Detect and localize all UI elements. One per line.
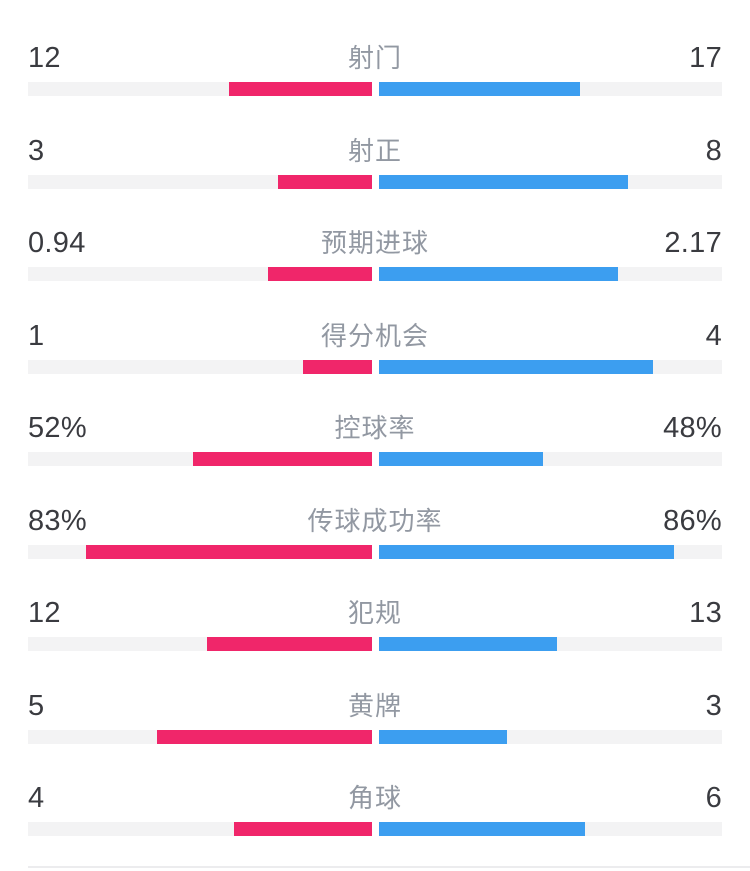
home-value: 52% (28, 412, 87, 444)
stat-bar-track (28, 267, 722, 281)
stat-row: 83% 传球成功率 86% (0, 483, 750, 576)
stat-row: 5 黄牌 3 (0, 668, 750, 761)
stat-row: 4 角球 6 (0, 760, 750, 853)
stat-row-header: 0.94 预期进球 2.17 (28, 228, 722, 258)
away-bar (378, 729, 508, 744)
stat-bar-track (28, 82, 722, 96)
home-value: 4 (28, 782, 45, 814)
away-bar (378, 267, 619, 281)
home-bar-track (28, 544, 372, 559)
stat-label: 预期进球 (321, 228, 430, 258)
stat-bar-track (28, 822, 722, 836)
stat-row: 3 射正 8 (0, 113, 750, 206)
away-bar (378, 359, 654, 374)
away-value: 13 (689, 597, 723, 629)
stat-row: 12 射门 17 (0, 20, 750, 113)
away-bar (378, 822, 585, 836)
away-bar-track (378, 174, 722, 189)
away-bar-track (378, 822, 722, 836)
away-value: 86% (663, 504, 723, 537)
away-bar-track (378, 359, 722, 374)
home-bar-track (28, 174, 372, 189)
home-bar-track (28, 822, 372, 836)
stat-bar-track (28, 174, 722, 189)
stat-bar-track (28, 452, 722, 466)
away-bar-track (378, 637, 722, 651)
stat-label: 得分机会 (321, 320, 430, 351)
stat-row-header: 1 得分机会 4 (28, 321, 722, 351)
home-value: 0.94 (28, 227, 86, 259)
home-bar-track (28, 637, 372, 651)
away-bar-track (378, 452, 722, 466)
away-value: 3 (705, 689, 723, 722)
stat-label: 控球率 (334, 413, 416, 443)
home-bar (302, 359, 372, 374)
home-value: 12 (28, 42, 61, 74)
stat-label: 传球成功率 (307, 505, 443, 536)
stat-row-header: 4 角球 6 (28, 783, 722, 813)
home-value: 1 (28, 319, 45, 352)
stat-row-header: 52% 控球率 48% (28, 413, 722, 443)
away-bar (378, 544, 674, 559)
away-value: 6 (705, 782, 723, 814)
away-bar-track (378, 82, 722, 96)
home-value: 12 (28, 597, 61, 629)
stat-rows-list: 12 射门 17 3 射正 8 0. (0, 20, 750, 853)
stat-row: 1 得分机会 4 (0, 298, 750, 391)
home-bar-track (28, 452, 372, 466)
away-bar-track (378, 267, 722, 281)
stat-label: 犯规 (348, 598, 403, 628)
home-value: 5 (28, 689, 45, 722)
stat-row-header: 5 黄牌 3 (28, 691, 722, 721)
home-bar (86, 544, 372, 559)
section-divider (28, 865, 750, 868)
away-bar-track (378, 729, 722, 744)
stat-row-header: 12 射门 17 (28, 43, 722, 73)
away-bar (378, 637, 558, 651)
stat-bar-track (28, 729, 722, 744)
stat-label: 射正 (348, 135, 403, 166)
home-bar (277, 174, 372, 189)
stat-row-header: 83% 传球成功率 86% (28, 506, 722, 536)
home-bar-track (28, 82, 372, 96)
away-bar (378, 82, 580, 96)
stat-bar-track (28, 637, 722, 651)
home-value: 3 (28, 134, 45, 167)
stat-bar-track (28, 544, 722, 559)
home-bar-track (28, 267, 372, 281)
stat-label: 角球 (348, 783, 403, 813)
away-bar (378, 452, 544, 466)
home-bar-track (28, 359, 372, 374)
stat-row-header: 3 射正 8 (28, 136, 722, 166)
home-bar (267, 267, 372, 281)
home-value: 83% (28, 504, 87, 537)
home-bar (206, 637, 372, 651)
stat-row: 0.94 预期进球 2.17 (0, 205, 750, 298)
away-value: 48% (663, 412, 723, 444)
stat-label: 射门 (348, 43, 403, 73)
home-bar (234, 822, 372, 836)
home-bar (156, 729, 372, 744)
stat-row-header: 12 犯规 13 (28, 598, 722, 628)
stat-row: 52% 控球率 48% (0, 390, 750, 483)
home-bar (229, 82, 372, 96)
stat-label: 黄牌 (348, 690, 403, 721)
away-bar-track (378, 544, 722, 559)
away-bar (378, 174, 629, 189)
away-value: 17 (689, 42, 723, 74)
stat-row: 12 犯规 13 (0, 575, 750, 668)
home-bar-track (28, 729, 372, 744)
home-bar (192, 452, 372, 466)
away-value: 2.17 (664, 227, 723, 259)
away-value: 4 (705, 319, 723, 352)
stat-bar-track (28, 359, 722, 374)
away-value: 8 (705, 134, 723, 167)
